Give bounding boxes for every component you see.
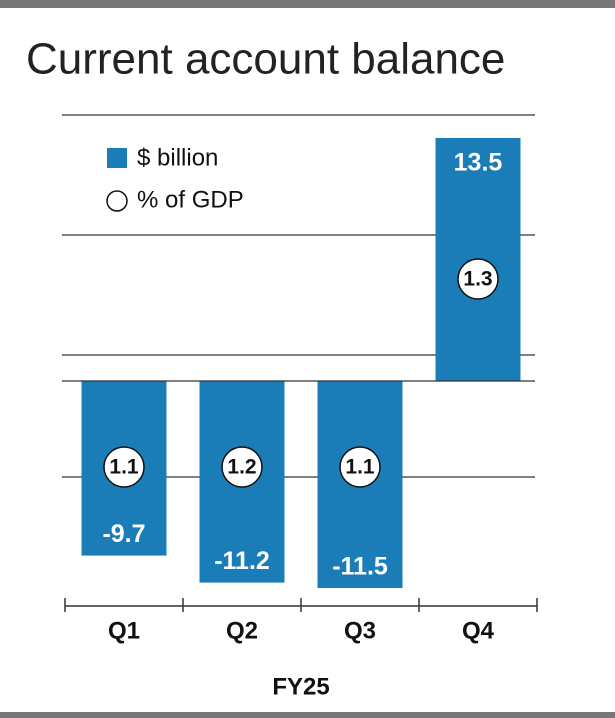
x-tick-label: Q3 — [344, 617, 376, 644]
chart-title: Current account balance — [26, 35, 505, 84]
value-label: -9.7 — [102, 520, 145, 548]
gdp-marker — [339, 446, 381, 488]
gdp-marker — [221, 446, 263, 488]
gdp-marker — [457, 258, 499, 300]
legend-label: $ billion — [137, 144, 218, 171]
bottom-border — [0, 712, 615, 718]
legend-swatch — [106, 190, 128, 212]
x-axis-label: FY25 — [272, 673, 329, 700]
gdp-label: 1.1 — [345, 456, 375, 479]
top-border — [0, 0, 615, 8]
gdp-label: 1.1 — [109, 456, 139, 479]
gdp-label: 1.3 — [463, 268, 492, 291]
legend-swatch — [107, 148, 127, 168]
gdp-marker — [103, 446, 145, 488]
x-tick-label: Q1 — [108, 617, 140, 644]
value-label: -11.5 — [332, 553, 388, 581]
x-tick-label: Q4 — [462, 617, 495, 644]
x-tick-label: Q2 — [226, 617, 258, 644]
gdp-label: 1.2 — [227, 456, 256, 479]
value-label: 13.5 — [454, 149, 503, 177]
legend-label: % of GDP — [137, 186, 244, 213]
value-label: -11.2 — [214, 547, 270, 575]
